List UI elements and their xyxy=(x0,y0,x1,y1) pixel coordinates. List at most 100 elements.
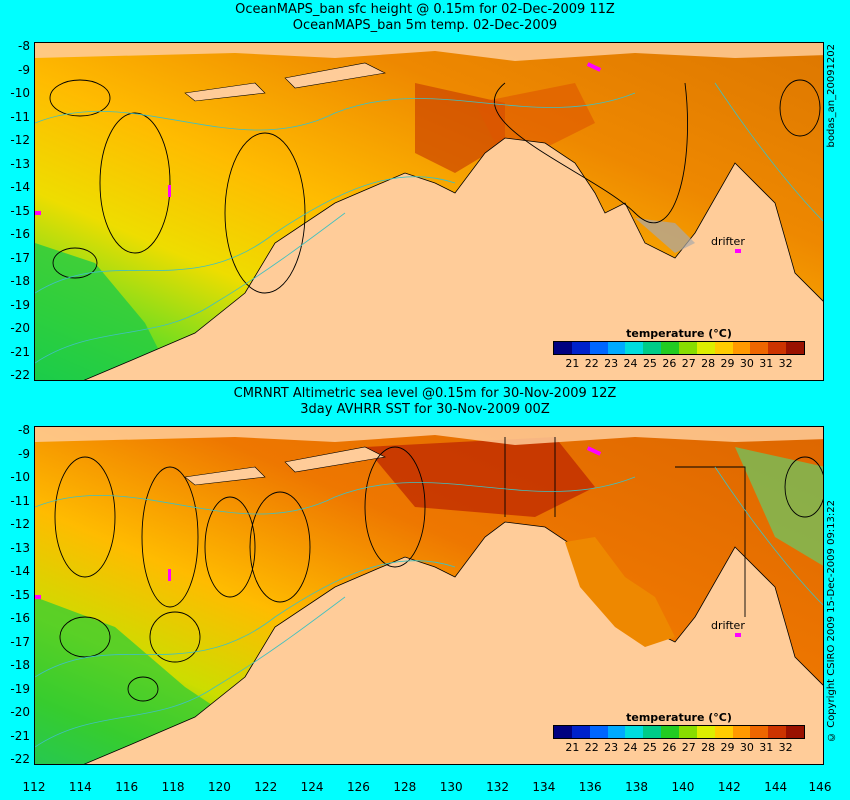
colorbar-swatch xyxy=(714,726,733,738)
y-tick-label: -22 xyxy=(10,368,30,382)
colorbar-swatch xyxy=(661,342,680,354)
colorbar-swatch xyxy=(661,726,680,738)
colorbar-tick-label: 31 xyxy=(759,357,774,370)
bottom-title-line2: 3day AVHRR SST for 30-Nov-2009 00Z xyxy=(300,402,550,417)
bottom-colorbar-gradient xyxy=(553,725,805,739)
colorbar-tick-label: 25 xyxy=(642,741,657,754)
x-tick-label: 132 xyxy=(486,780,509,794)
x-tick-label: 124 xyxy=(300,780,324,794)
top-map: drifter temperature (°C) 21 22 23 24 25 26 27 2… xyxy=(34,42,824,381)
bottom-colorbar-title: temperature (°C) xyxy=(626,711,732,724)
y-tick-label: -15 xyxy=(10,203,30,218)
bathymetry-contours xyxy=(35,82,823,364)
colorbar-tick-label: 24 xyxy=(623,741,638,754)
colorbar-tick-label: 26 xyxy=(662,357,677,370)
x-tick-label: 122 xyxy=(254,780,278,794)
bottom-colorbar: temperature (°C) 21 22 23 24 25 26 27 28 29 30 31 3… xyxy=(553,711,805,754)
colorbar-tick-label: 26 xyxy=(662,741,677,754)
y-tick-label: -18 xyxy=(10,658,30,672)
x-tick-label: 112 xyxy=(22,780,46,794)
y-tick-label: -19 xyxy=(10,681,30,696)
colorbar-tick-label: 28 xyxy=(701,357,716,370)
drifter-tracks xyxy=(35,62,741,253)
colorbar-swatch xyxy=(571,726,590,738)
colorbar-swatch xyxy=(554,342,572,354)
x-tick-label: 118 xyxy=(161,780,185,794)
x-tick-label: 128 xyxy=(393,780,417,794)
bottom-map: drifter temperature (°C) 21 22 23 24 25 26 27 2… xyxy=(34,426,824,765)
y-tick-label: -20 xyxy=(10,705,30,719)
top-title-line1: OceanMAPS_ban sfc height @ 0.15m for 02-… xyxy=(235,2,615,17)
colorbar-tick-label: 24 xyxy=(623,357,638,370)
y-tick-label: -9 xyxy=(18,62,30,77)
y-tick-label: -12 xyxy=(10,517,30,531)
drifter-tracks-bottom xyxy=(35,446,741,637)
x-tick-label: 136 xyxy=(578,780,602,794)
colorbar-swatch xyxy=(750,726,769,738)
colorbar-tick-label: 21 xyxy=(565,357,580,370)
x-tick-label: 120 xyxy=(207,780,231,794)
colorbar-swatch xyxy=(696,342,715,354)
y-tick-label: -17 xyxy=(10,634,30,649)
colorbar-tick-label: 22 xyxy=(584,741,599,754)
colorbar-tick-label: 29 xyxy=(720,357,735,370)
top-colorbar-gradient xyxy=(553,341,805,355)
y-tick-label: -20 xyxy=(10,321,30,335)
colorbar-swatch xyxy=(768,342,787,354)
x-tick-label: 144 xyxy=(764,780,788,794)
y-tick-label: -14 xyxy=(10,180,30,194)
colorbar-tick-label: 32 xyxy=(778,741,793,754)
x-tick-label: 140 xyxy=(671,780,695,794)
colorbar-tick-label: 31 xyxy=(759,741,774,754)
colorbar-tick-label: 30 xyxy=(739,741,754,754)
y-tick-label: -12 xyxy=(10,133,30,147)
y-tick-label: -8 xyxy=(18,39,30,53)
colorbar-swatch xyxy=(625,342,644,354)
colorbar-swatch xyxy=(679,342,697,354)
colorbar-swatch xyxy=(643,342,662,354)
x-tick-label: 126 xyxy=(347,780,370,794)
x-tick-label: 142 xyxy=(717,780,741,794)
y-tick-label: -11 xyxy=(10,109,30,124)
y-tick-label: -10 xyxy=(10,470,30,484)
sea-level-contours xyxy=(49,79,821,294)
colorbar-swatch xyxy=(679,726,697,738)
australia-landmass xyxy=(83,137,823,380)
y-tick-label: -11 xyxy=(10,493,30,508)
x-tick-label: 134 xyxy=(532,780,556,794)
bottom-colorbar-ticks: 21 22 23 24 25 26 27 28 29 30 31 32 xyxy=(553,741,805,754)
colorbar-tick-label: 23 xyxy=(604,357,619,370)
y-tick-label: -16 xyxy=(10,611,30,625)
colorbar-swatch xyxy=(768,726,787,738)
y-tick-label: -19 xyxy=(10,297,30,312)
top-side-label: bodas_an_20091202 xyxy=(826,44,837,148)
colorbar-tick-label: 27 xyxy=(681,741,696,754)
colorbar-swatch xyxy=(589,342,608,354)
y-tick-label: -14 xyxy=(10,564,30,578)
top-colorbar-ticks: 21 22 23 24 25 26 27 28 29 30 31 32 xyxy=(553,357,805,370)
colorbar-swatch xyxy=(625,726,644,738)
y-tick-label: -22 xyxy=(10,752,30,766)
colorbar-swatch xyxy=(554,726,572,738)
x-tick-label: 130 xyxy=(439,780,463,794)
y-tick-label: -15 xyxy=(10,587,30,602)
bottom-title-line1: CMRNRT Altimetric sea level @0.15m for 3… xyxy=(233,386,617,401)
top-drifter-label: drifter xyxy=(711,235,745,248)
x-tick-label: 138 xyxy=(625,780,649,794)
y-tick-label: -13 xyxy=(10,156,30,171)
y-tick-label: -16 xyxy=(10,227,30,241)
y-tick-label: -9 xyxy=(18,446,30,461)
y-tick-label: -21 xyxy=(10,728,30,743)
x-tick-label: 116 xyxy=(115,780,139,794)
bathymetry-contours-bottom xyxy=(35,466,823,748)
colorbar-tick-label: 30 xyxy=(739,357,754,370)
x-tick-label: 146 xyxy=(808,780,832,794)
colorbar-swatch xyxy=(607,342,626,354)
y-tick-label: -17 xyxy=(10,250,30,265)
bottom-side-label: © Copyright CSIRO 2009 15-Dec-2009 09:13… xyxy=(826,500,837,742)
colorbar-swatch xyxy=(786,342,805,354)
colorbar-tick-label: 29 xyxy=(720,741,735,754)
y-tick-label: -13 xyxy=(10,540,30,555)
colorbar-tick-label: 23 xyxy=(604,741,619,754)
top-colorbar: temperature (°C) 21 22 23 24 25 26 27 28 29 30 31 3… xyxy=(553,327,805,370)
